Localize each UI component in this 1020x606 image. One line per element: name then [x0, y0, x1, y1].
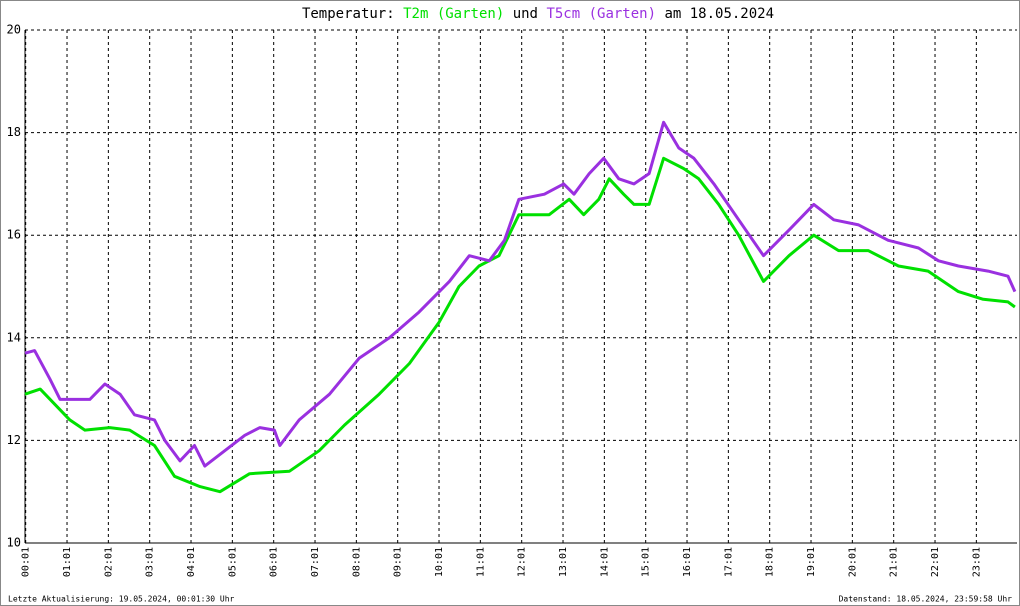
- x-tick-label: 09:01: [393, 547, 404, 577]
- footer-right: Datenstand: 18.05.2024, 23:59:58 Uhr: [839, 595, 1013, 604]
- x-tick-label: 10:01: [434, 547, 445, 577]
- chart-title: Temperatur: T2m (Garten) und T5cm (Garte…: [302, 6, 774, 22]
- y-tick-label: 14: [7, 330, 21, 344]
- x-tick-label: 05:01: [227, 547, 238, 577]
- x-tick-label: 22:01: [930, 547, 941, 577]
- x-tick-label: 12:01: [517, 547, 528, 577]
- x-tick-label: 14:01: [599, 547, 610, 577]
- y-tick-label: 18: [7, 125, 21, 139]
- title-text: und: [513, 6, 538, 22]
- x-tick-label: 03:01: [145, 547, 156, 577]
- x-tick-label: 01:01: [62, 547, 73, 577]
- x-tick-label: 16:01: [682, 547, 693, 577]
- title-text: am 18.05.2024: [664, 6, 774, 22]
- x-tick-label: 00:01: [21, 547, 32, 577]
- data-line: [24, 156, 1016, 494]
- x-tick-label: 07:01: [310, 547, 321, 577]
- x-tick-label: 02:01: [103, 547, 114, 577]
- x-tick-label: 18:01: [765, 547, 776, 577]
- x-tick-label: 15:01: [641, 547, 652, 577]
- x-tick-label: 23:01: [971, 547, 982, 577]
- footer-left: Letzte Aktualisierung: 19.05.2024, 00:01…: [8, 595, 235, 604]
- y-tick-label: 20: [7, 23, 21, 37]
- x-tick-label: 17:01: [723, 547, 734, 577]
- title-text: Temperatur:: [302, 6, 395, 22]
- y-tick-label: 12: [7, 433, 21, 447]
- y-tick-label: 10: [7, 536, 21, 550]
- x-tick-label: 19:01: [806, 547, 817, 577]
- title-series: T5cm (Garten): [546, 6, 656, 22]
- x-tick-label: 08:01: [351, 547, 362, 577]
- data-line: [24, 120, 1017, 468]
- x-tick-label: 20:01: [847, 547, 858, 577]
- x-tick-label: 06:01: [269, 547, 280, 577]
- x-tick-label: 11:01: [475, 547, 486, 577]
- y-tick-label: 16: [7, 228, 21, 242]
- x-tick-label: 04:01: [186, 547, 197, 577]
- x-tick-label: 13:01: [558, 547, 569, 577]
- x-tick-label: 21:01: [889, 547, 900, 577]
- title-series: T2m (Garten): [403, 6, 504, 22]
